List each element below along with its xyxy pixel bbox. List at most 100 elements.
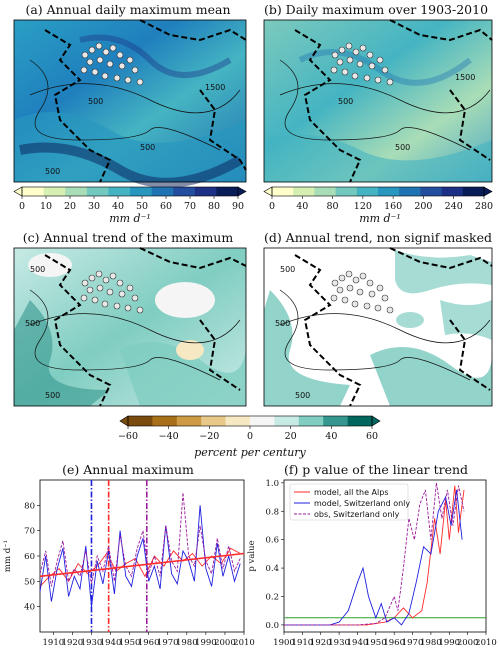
chart-e: 1910192019301940195019601970198019902000… [3, 479, 255, 648]
colorbar-tick-label: 20 [285, 431, 297, 442]
colorbar-tick-label: 80 [208, 201, 220, 212]
contour-label: 1500 [455, 73, 475, 82]
panel-d-title: (d) Annual trend, non signif masked [264, 230, 492, 245]
x-tick-label: 2010 [233, 638, 255, 648]
panel-f-title: (f) p value of the linear trend [284, 462, 468, 477]
y-tick-label: 0.4 [265, 564, 279, 574]
colorbar-tick-label: 0 [19, 201, 25, 212]
legend-label: model, all the Alps [314, 488, 389, 497]
x-tick-label: 1970 [157, 638, 179, 648]
x-tick-label: 1900 [273, 638, 295, 648]
y-tick-label: 0.2 [265, 592, 279, 602]
colorbar-extend-high [371, 415, 381, 427]
series-line-2 [284, 482, 465, 626]
station-markers-a [80, 42, 144, 86]
station-markers-c [80, 270, 144, 314]
colorbar-extend-high [237, 186, 247, 197]
y-tick-label: 50 [24, 577, 35, 587]
station-markers-b [330, 42, 394, 86]
panel-e-title: (e) Annual maximum [62, 462, 194, 477]
x-tick-label: 2000 [214, 638, 236, 648]
chart-f: 1900191019201930194019501960197019801990… [247, 479, 497, 648]
colorbar-swatch [86, 187, 109, 196]
colorbar-extend-low [263, 186, 273, 197]
x-tick-label: 1980 [176, 638, 198, 648]
x-tick-label: 1940 [347, 638, 369, 648]
colorbar-b-label: mm d⁻¹ [359, 212, 401, 225]
colorbar-tick-label: 10 [40, 201, 52, 212]
colorbar-tick-label: 60 [366, 431, 378, 442]
colorbar-tick-label: 70 [184, 201, 196, 212]
colorbar-a-label: mm d⁻¹ [109, 212, 151, 225]
panel-b-title: (b) Daily maximum over 1903-2010 [264, 2, 488, 17]
colorbar-tick-label: 280 [475, 201, 493, 212]
colorbar-tick-label: −20 [199, 431, 219, 442]
colorbar-b: 0 40 80 120 160 200 240 280 mm d⁻¹ [263, 186, 493, 225]
series-line-2 [39, 492, 241, 587]
colorbar-swatch [201, 416, 226, 426]
colorbar-tick-label: 40 [296, 201, 308, 212]
colorbar-swatch [399, 187, 421, 196]
colorbar-swatch [216, 187, 239, 196]
x-tick-label: 2010 [475, 638, 497, 648]
series-line-1 [284, 489, 463, 626]
y-tick-label: 0.0 [265, 621, 279, 631]
colorbar-swatch [347, 416, 373, 426]
colorbar-tick-label: 120 [354, 201, 372, 212]
colorbar-swatch [194, 187, 217, 196]
colorbar-tick-label: 0 [247, 431, 253, 442]
colorbar-swatch [293, 187, 315, 196]
contour-label: 500 [30, 265, 45, 274]
colorbar-swatch [130, 187, 152, 196]
panel-c-title: (c) Annual trend of the maximum [23, 230, 234, 245]
colorbar-swatch [250, 416, 275, 426]
colorbar-swatch [272, 187, 294, 196]
colorbar-frame [271, 186, 485, 197]
colorbar-swatch [173, 187, 196, 196]
colorbar-tick-label: 30 [88, 201, 100, 212]
contour-label: 500 [45, 391, 60, 400]
colorbar-swatch [274, 416, 300, 426]
colorbar-swatch [108, 187, 131, 196]
colorbar-swatch [43, 187, 66, 196]
y-tick-label: 1.0 [265, 479, 279, 489]
y-tick-label: 60 [24, 552, 35, 562]
colorbar-swatch [323, 416, 348, 426]
contour-label: 500 [45, 167, 60, 176]
colorbar-tick-label: 40 [325, 431, 337, 442]
x-tick-label: 2000 [457, 638, 479, 648]
x-tick-label: 1990 [195, 638, 217, 648]
colorbar-swatch [65, 187, 88, 196]
x-tick-label: 1930 [328, 638, 350, 648]
x-tick-label: 1960 [138, 638, 160, 648]
colorbar-extend-low [13, 186, 23, 197]
contour-label: 500 [275, 319, 290, 328]
colorbar-swatch [314, 187, 336, 196]
colorbar-swatch [335, 187, 358, 196]
contour-label: 500 [395, 143, 410, 152]
map-c: 500 500 500 [13, 247, 247, 407]
colorbar-swatch [441, 187, 464, 196]
colorbar-tick-label: 160 [384, 201, 402, 212]
colorbar-swatch [22, 187, 44, 196]
x-tick-label: 1950 [119, 638, 141, 648]
x-tick-label: 1950 [365, 638, 387, 648]
contour-label: 500 [25, 319, 40, 328]
contour-label: 500 [280, 265, 295, 274]
panel-a-title: (a) Annual daily maximum mean [25, 2, 230, 17]
colorbar-frame [21, 186, 239, 197]
contour-label: 500 [140, 143, 155, 152]
contour-label: 1500 [205, 83, 225, 92]
colorbar-tick-label: −40 [159, 431, 179, 442]
y-tick-label: 40 [24, 603, 35, 613]
colorbar-cd: −60 −40 −20 0 20 40 60 percent per century [118, 415, 381, 459]
colorbar-swatch [152, 416, 178, 426]
x-tick-label: 1920 [62, 638, 84, 648]
colorbar-tick-label: 40 [112, 201, 124, 212]
x-tick-label: 1990 [438, 638, 460, 648]
x-tick-label: 1910 [43, 638, 65, 648]
colorbar-swatch [462, 187, 485, 196]
x-tick-label: 1980 [420, 638, 442, 648]
map-a: 500 1500 500 500 [13, 19, 247, 188]
